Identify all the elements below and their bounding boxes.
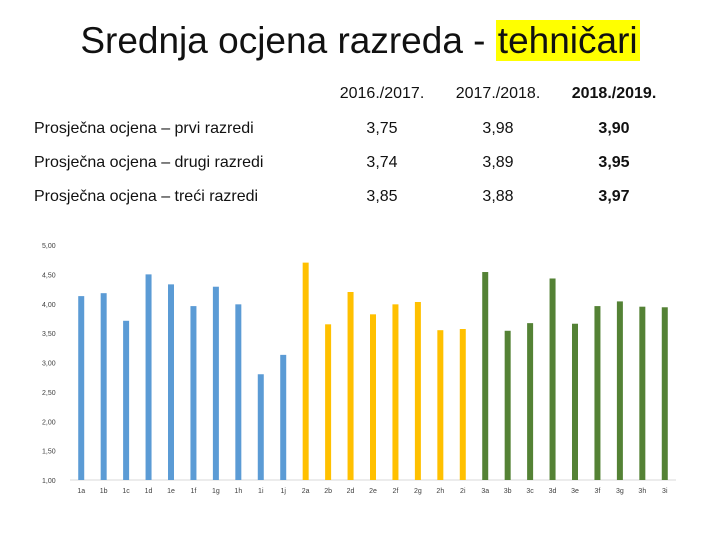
bar-1f (190, 306, 197, 480)
bar-2a (302, 262, 309, 480)
cell-value: 3,88 (482, 188, 514, 205)
x-tick-label: 2g (414, 488, 422, 495)
row-label: Prosječna ocjena – drugi razredi (34, 154, 264, 171)
table-row: Prosječna ocjena – drugi razredi 3,74 3,… (34, 146, 672, 180)
bar-1h (235, 304, 242, 480)
x-tick-label: 2b (324, 488, 332, 495)
bar-3g (616, 301, 623, 480)
table-row: Prosječna ocjena – treći razredi 3,85 3,… (34, 180, 672, 214)
bar-1e (168, 284, 174, 480)
bar-3c (527, 323, 534, 480)
bar-3f (594, 306, 601, 480)
x-tick-label: 2h (436, 488, 444, 495)
cell-value: 3,74 (366, 154, 398, 171)
y-tick-label: 4,50 (42, 272, 56, 279)
bar-2d (347, 292, 354, 480)
y-tick-label: 2,50 (42, 390, 56, 397)
bar-3a (482, 272, 489, 480)
x-tick-label: 1h (234, 488, 242, 495)
y-tick-label: 3,50 (42, 331, 56, 338)
y-tick-label: 2,00 (42, 419, 56, 426)
y-tick-label: 5,00 (42, 243, 56, 250)
table-header-2016: 2016./2017. (339, 85, 425, 102)
x-tick-label: 1b (100, 488, 108, 495)
x-tick-label: 2i (460, 488, 466, 495)
x-tick-label: 3d (549, 488, 557, 495)
cell-value: 3,90 (598, 120, 630, 137)
bar-2f (392, 304, 399, 480)
x-tick-label: 1j (280, 488, 286, 495)
bar-1j (280, 354, 287, 480)
x-tick-label: 3a (481, 488, 489, 495)
title-highlight: tehničari (495, 20, 640, 61)
x-tick-label: 1d (145, 488, 153, 495)
cell-value: 3,85 (366, 188, 398, 205)
y-tick-label: 3,00 (42, 361, 56, 368)
x-tick-label: 2f (393, 488, 399, 495)
table-row: Prosječna ocjena – prvi razredi 3,75 3,9… (34, 112, 672, 146)
x-tick-label: 1e (167, 488, 175, 495)
x-tick-label: 3c (526, 488, 534, 495)
bar-3d (549, 278, 556, 480)
bar-2e (370, 314, 376, 480)
bar-2b (325, 324, 332, 480)
x-tick-label: 1g (212, 488, 220, 495)
x-tick-label: 3b (504, 488, 512, 495)
y-tick-label: 4,00 (42, 302, 56, 309)
x-tick-label: 1i (258, 488, 264, 495)
bar-2h (437, 330, 444, 480)
grades-table: 2016./2017. 2017./2018. 2018./2019. Pros… (34, 76, 672, 214)
y-tick-label: 1,50 (42, 449, 56, 456)
title-prefix: Srednja ocjena razreda - (80, 20, 496, 61)
cell-value: 3,98 (482, 120, 514, 137)
x-tick-label: 3h (638, 488, 646, 495)
bar-1d (145, 274, 152, 480)
bar-2g (414, 301, 421, 480)
x-tick-label: 3e (571, 488, 579, 495)
bar-1i (257, 374, 264, 480)
cell-value: 3,97 (598, 188, 630, 205)
y-tick-label: 1,00 (42, 478, 56, 485)
bar-1a (78, 296, 85, 480)
row-label: Prosječna ocjena – treći razredi (34, 188, 259, 205)
x-tick-label: 3g (616, 488, 624, 495)
page-title: Srednja ocjena razreda - tehničari (0, 20, 720, 62)
x-tick-label: 1a (77, 488, 85, 495)
cell-value: 3,89 (482, 154, 514, 171)
x-tick-label: 1f (191, 488, 197, 495)
cell-value: 3,95 (598, 154, 630, 171)
bar-3h (639, 306, 646, 480)
table-header-2018: 2018./2019. (571, 85, 657, 102)
row-label: Prosječna ocjena – prvi razredi (34, 120, 254, 137)
x-tick-label: 2e (369, 488, 377, 495)
bar-3e (572, 323, 578, 480)
x-tick-label: 3i (662, 488, 668, 495)
x-tick-label: 2a (302, 488, 310, 495)
bar-1c (123, 320, 130, 480)
bar-chart: 1,00 1,50 2,00 2,50 3,00 3,50 4,00 4,50 5,00 1a 1b… (42, 243, 676, 495)
bar-1g (212, 286, 219, 480)
table-header-empty (34, 76, 324, 112)
x-tick-label: 3f (595, 488, 601, 495)
table-header-row: 2016./2017. 2017./2018. 2018./2019. (34, 76, 672, 112)
table-header-2017: 2017./2018. (455, 85, 541, 102)
bar-3b (504, 330, 511, 480)
bar-3i (661, 307, 668, 480)
bar-2i (459, 329, 466, 480)
x-tick-label: 1c (122, 488, 130, 495)
cell-value: 3,75 (366, 120, 398, 137)
x-tick-label: 2d (347, 488, 355, 495)
bar-1b (100, 293, 107, 480)
